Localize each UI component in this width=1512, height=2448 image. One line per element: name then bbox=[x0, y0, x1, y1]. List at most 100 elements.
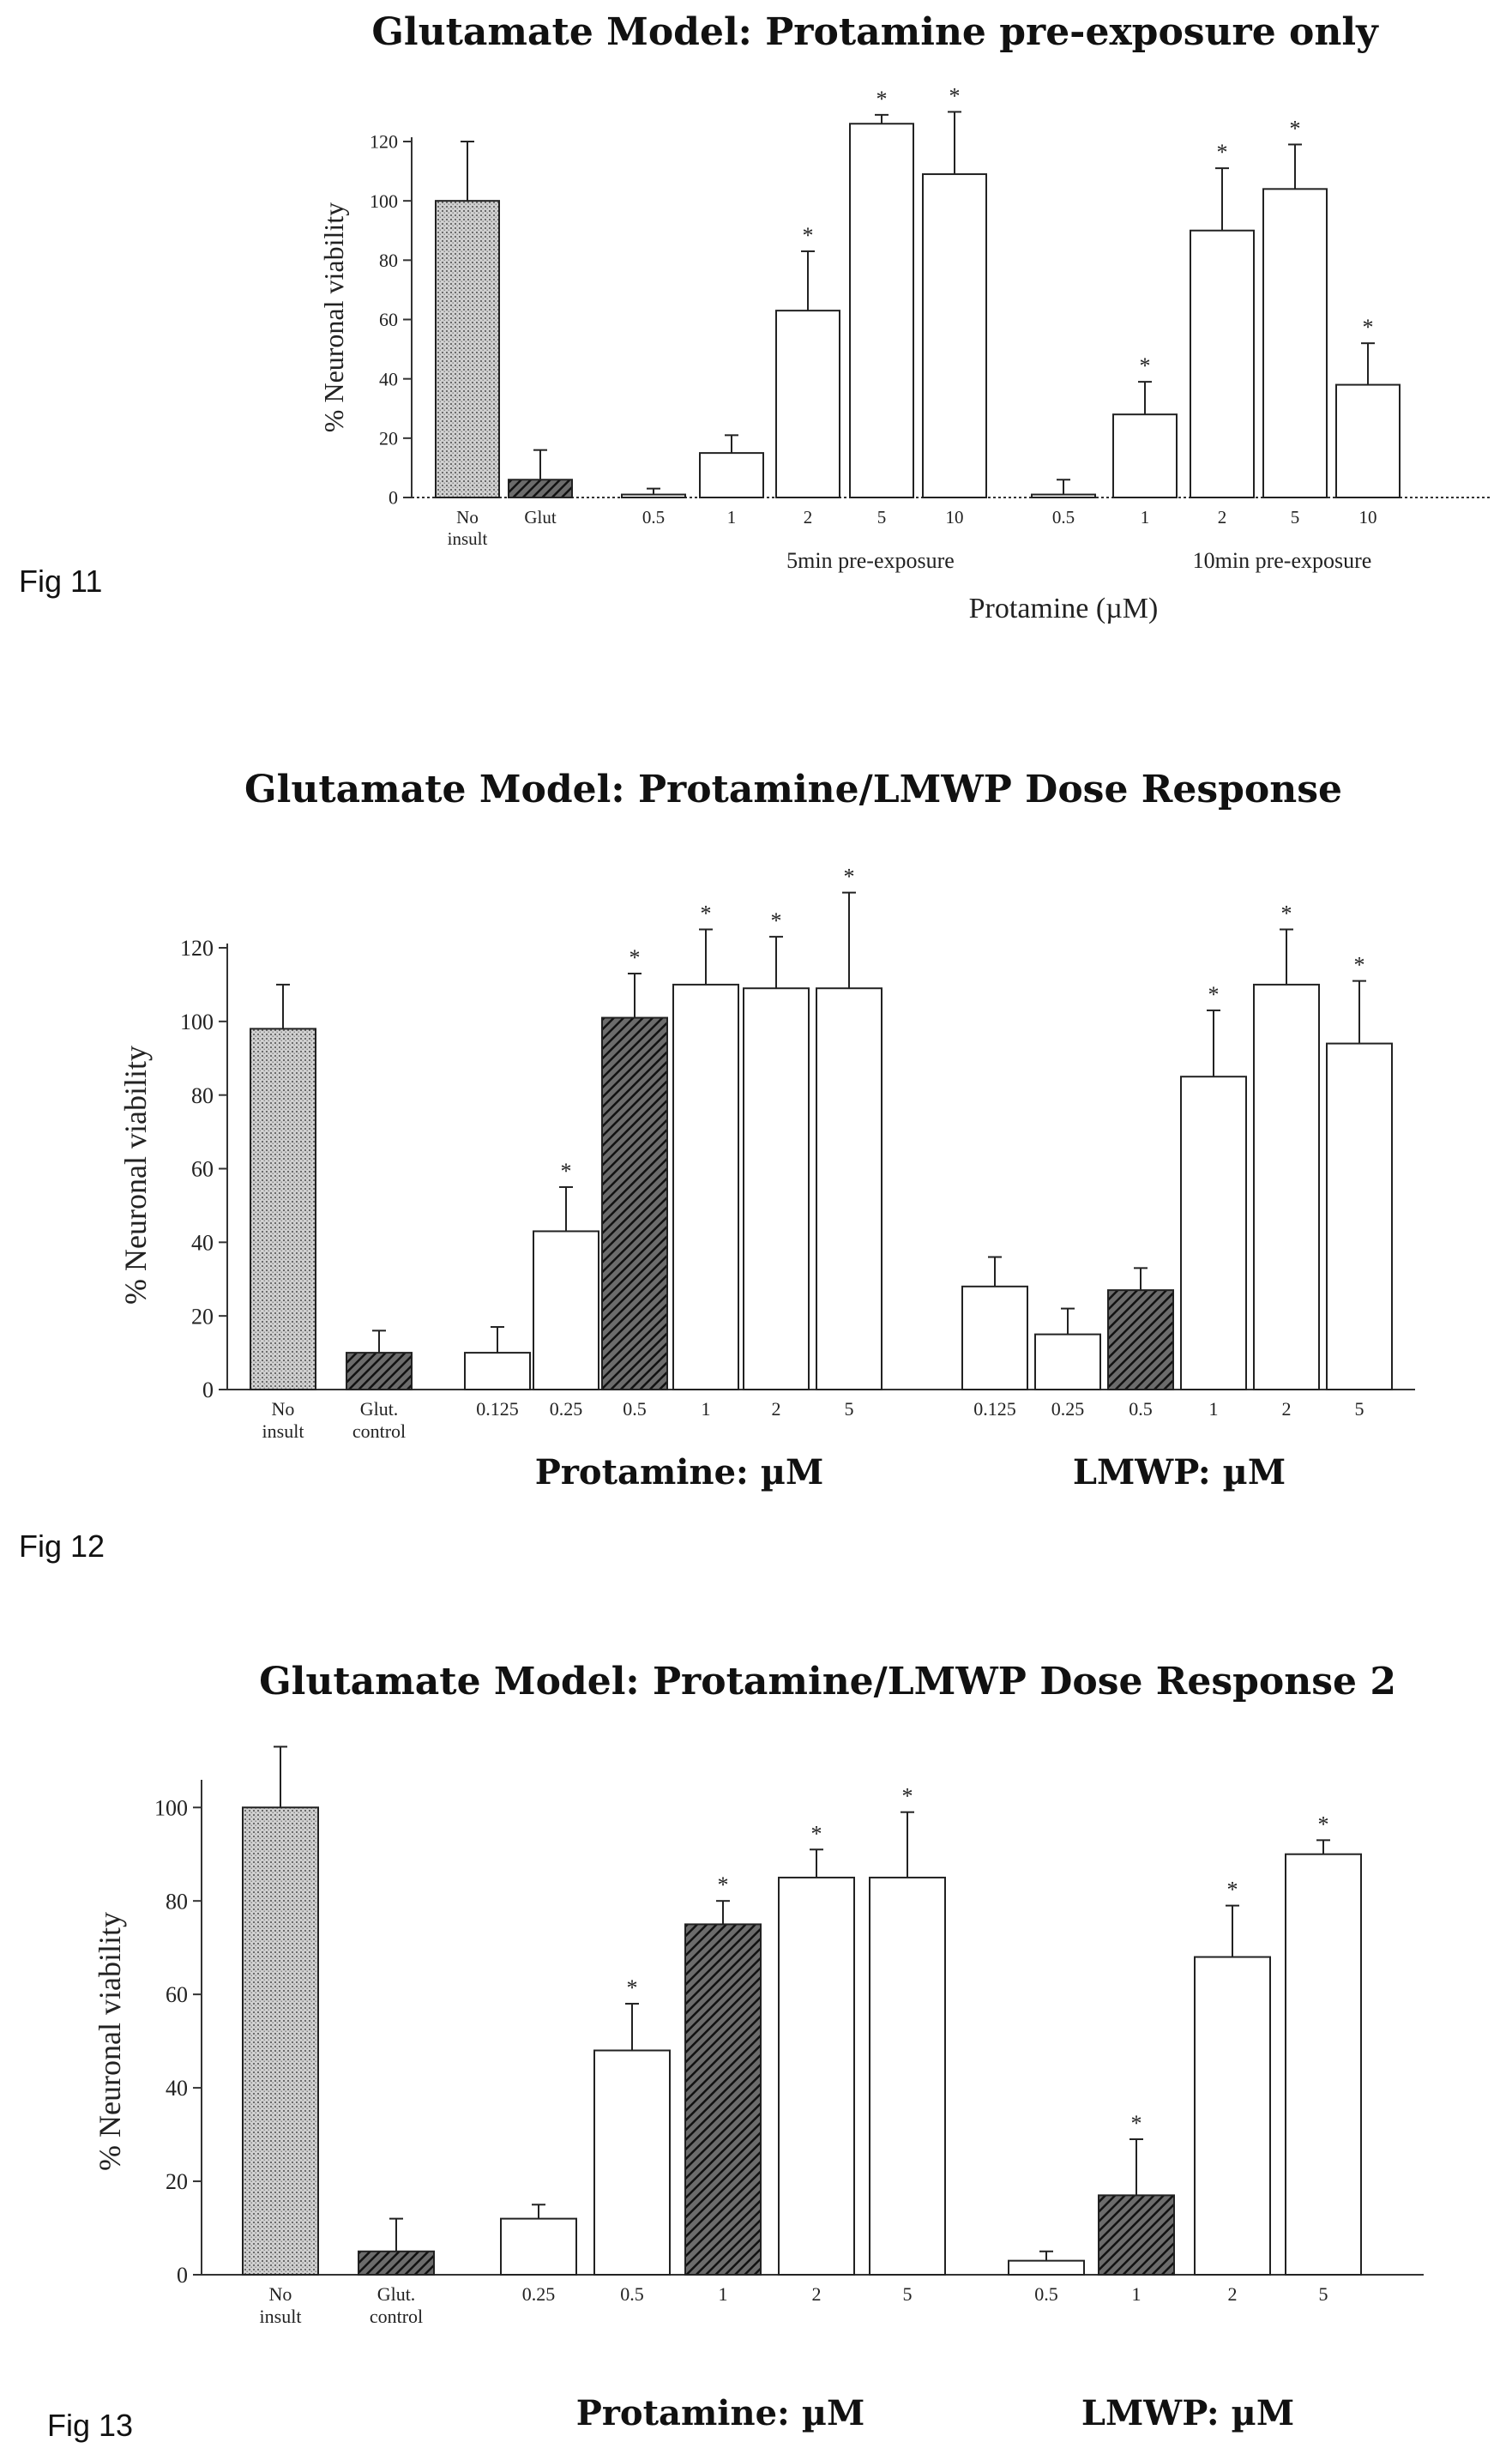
bar bbox=[1335, 383, 1401, 499]
significance-star: * bbox=[1318, 1812, 1329, 1836]
y-tick-label: 100 bbox=[370, 190, 398, 212]
x-tick-label: 2 bbox=[1282, 1398, 1292, 1420]
bar bbox=[849, 123, 914, 498]
significance-star: * bbox=[876, 87, 888, 112]
significance-star: * bbox=[629, 945, 641, 970]
group-label-lmwp: LMWP: µM bbox=[1081, 2393, 1294, 2433]
x-axis-label: Protamine (µM) bbox=[969, 593, 1159, 624]
y-tick-label: 20 bbox=[191, 1304, 214, 1329]
bar bbox=[1034, 1333, 1101, 1390]
x-tick-label: 5 bbox=[877, 507, 887, 528]
x-tick-label: 5 bbox=[1319, 2283, 1328, 2305]
y-tick-label: 40 bbox=[166, 2076, 188, 2101]
bar bbox=[922, 173, 987, 499]
y-tick-label: 100 bbox=[154, 1795, 188, 1820]
y-axis-label: % Neuronal viability bbox=[318, 202, 349, 432]
y-tick-label: 20 bbox=[166, 2169, 188, 2194]
y-tick-label: 80 bbox=[166, 1889, 188, 1914]
figure-label: Fig 13 bbox=[47, 2408, 133, 2443]
bar bbox=[593, 2049, 671, 2276]
bar bbox=[743, 987, 810, 1391]
bar bbox=[464, 1352, 531, 1391]
bar bbox=[533, 1230, 599, 1391]
y-axis-label: % Neuronal viability bbox=[118, 1046, 153, 1305]
y-tick-label: 0 bbox=[389, 487, 398, 509]
bar bbox=[775, 310, 840, 498]
x-tick-label: 5 bbox=[845, 1398, 854, 1420]
x-tick-label: No bbox=[269, 2283, 292, 2305]
y-tick-label: 60 bbox=[166, 1982, 188, 2007]
x-tick-label: 1 bbox=[719, 2283, 728, 2305]
bar bbox=[601, 1016, 668, 1390]
x-tick-label: control bbox=[352, 1420, 406, 1442]
x-tick-label: control bbox=[370, 2306, 423, 2327]
bar bbox=[1107, 1289, 1174, 1390]
x-tick-label: No bbox=[456, 507, 479, 528]
y-tick-label: 100 bbox=[180, 1010, 214, 1034]
y-tick-label: 60 bbox=[379, 309, 398, 330]
significance-star: * bbox=[902, 1784, 913, 1809]
significance-star: * bbox=[844, 865, 855, 889]
x-tick-label: 1 bbox=[727, 507, 737, 528]
figure-label: Fig 12 bbox=[19, 1528, 105, 1564]
bar bbox=[621, 493, 686, 499]
chart-title: Glutamate Model: Protamine/LMWP Dose Res… bbox=[244, 768, 1342, 811]
x-tick-label: 2 bbox=[1228, 2283, 1238, 2305]
significance-star: * bbox=[561, 1159, 572, 1184]
y-tick-label: 60 bbox=[191, 1157, 214, 1182]
x-tick-label: 0.125 bbox=[476, 1398, 519, 1420]
x-tick-label: 1 bbox=[702, 1398, 711, 1420]
bar bbox=[1031, 493, 1096, 499]
y-tick-label: 40 bbox=[191, 1230, 214, 1255]
x-tick-label: 2 bbox=[1218, 507, 1227, 528]
x-tick-label: Glut. bbox=[377, 2283, 416, 2305]
x-tick-label: insult bbox=[262, 1420, 304, 1442]
group-label-10min: 10min pre-exposure bbox=[1193, 548, 1372, 573]
bar bbox=[816, 987, 883, 1391]
significance-star: * bbox=[1281, 901, 1292, 926]
significance-star: * bbox=[1363, 315, 1374, 340]
bar bbox=[250, 1028, 316, 1390]
x-tick-label: insult bbox=[260, 2306, 302, 2327]
bar bbox=[1180, 1076, 1247, 1391]
bar bbox=[1098, 2194, 1175, 2276]
y-axis-label: % Neuronal viability bbox=[93, 1912, 127, 2171]
bar bbox=[1253, 983, 1320, 1390]
significance-star: * bbox=[1131, 2111, 1142, 2136]
bar bbox=[500, 2217, 577, 2276]
x-tick-label: 2 bbox=[804, 507, 813, 528]
bar bbox=[684, 1923, 762, 2276]
bar bbox=[961, 1285, 1028, 1391]
bar bbox=[778, 1876, 855, 2276]
significance-star: * bbox=[811, 1821, 822, 1846]
y-tick-label: 20 bbox=[379, 428, 398, 449]
y-tick-label: 120 bbox=[370, 131, 398, 153]
group-label-protamine: Protamine: µM bbox=[535, 1452, 824, 1492]
y-tick-label: 0 bbox=[202, 1378, 214, 1402]
x-tick-label: 0.25 bbox=[522, 2283, 556, 2305]
x-tick-label: 5 bbox=[1355, 1398, 1364, 1420]
significance-star: * bbox=[1290, 116, 1301, 141]
bar bbox=[672, 983, 739, 1390]
x-tick-label: 1 bbox=[1141, 507, 1150, 528]
x-tick-label: 0.25 bbox=[550, 1398, 583, 1420]
x-tick-label: Glut bbox=[524, 507, 557, 528]
x-tick-label: 0.25 bbox=[1051, 1398, 1085, 1420]
figure-label: Fig 11 bbox=[19, 564, 102, 599]
significance-star: * bbox=[1354, 953, 1365, 978]
x-tick-label: 0.5 bbox=[642, 507, 665, 528]
x-tick-label: Glut. bbox=[360, 1398, 399, 1420]
bar bbox=[346, 1352, 413, 1391]
figure-12: Glutamate Model: Protamine/LMWP Dose Res… bbox=[19, 768, 1415, 1564]
significance-star: * bbox=[803, 223, 814, 248]
significance-star: * bbox=[718, 1872, 729, 1897]
x-tick-label: 10 bbox=[946, 507, 964, 528]
x-tick-label: 0.5 bbox=[1034, 2283, 1058, 2305]
x-tick-label: 1 bbox=[1132, 2283, 1142, 2305]
bar bbox=[1112, 413, 1178, 498]
bar bbox=[1190, 229, 1255, 498]
bar bbox=[869, 1876, 946, 2276]
